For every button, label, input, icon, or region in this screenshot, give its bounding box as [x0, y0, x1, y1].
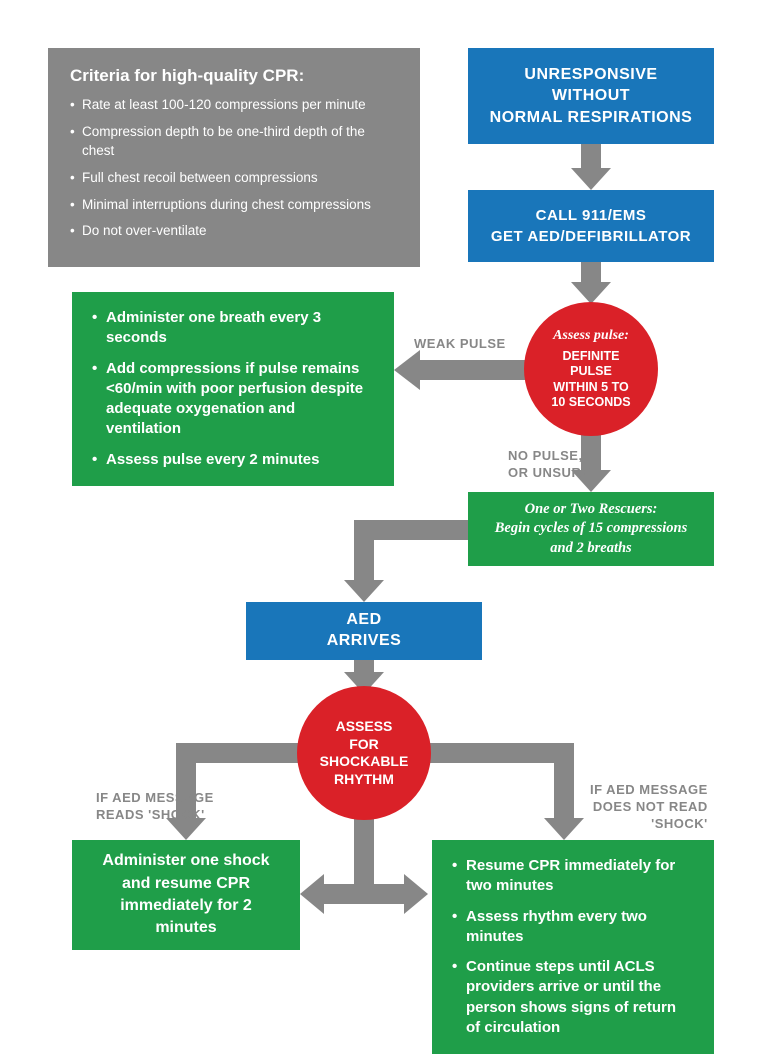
noshock-item: Assess rhythm every two minutes — [452, 907, 694, 948]
label-line: IF AED MESSAGE — [590, 782, 708, 799]
pulse-heading: Assess pulse: — [553, 327, 629, 345]
call911-line: GET AED/DEFIBRILLATOR — [491, 226, 691, 247]
call911-line: CALL 911/EMS — [536, 205, 647, 226]
aed-line: AED — [346, 610, 381, 631]
label-line: NO PULSE, — [508, 448, 591, 465]
assess-pulse-circle: Assess pulse: DEFINITE PULSE WITHIN 5 TO… — [524, 302, 658, 436]
label-if-noshock: IF AED MESSAGE DOES NOT READ 'SHOCK' — [590, 782, 708, 833]
label-line: READS 'SHOCK' — [96, 807, 214, 824]
cycles-body: Begin cycles of 15 compressions and 2 br… — [482, 519, 700, 558]
aed-arrives-box: AED ARRIVES — [246, 602, 482, 660]
label-line: 'SHOCK' — [590, 816, 708, 833]
weak-item: Assess pulse every 2 minutes — [92, 450, 374, 470]
pulse-line: WITHIN 5 TO — [553, 380, 628, 396]
criteria-item: Compression depth to be one-third depth … — [70, 123, 398, 161]
weak-list: Administer one breath every 3 seconds Ad… — [92, 308, 374, 470]
criteria-title: Criteria for high-quality CPR: — [70, 66, 398, 86]
noshock-list: Resume CPR immediately for two minutes A… — [452, 856, 694, 1038]
arrow-assess-noshock — [424, 743, 584, 840]
assess-line: SHOCKABLE — [320, 753, 409, 771]
criteria-item: Full chest recoil between compressions — [70, 169, 398, 188]
shock-text: Administer one shock and resume CPR imme… — [92, 850, 280, 940]
assess-rhythm-circle: ASSESS FOR SHOCKABLE RHYTHM — [297, 686, 431, 820]
label-if-shock: IF AED MESSAGE READS 'SHOCK' — [96, 790, 214, 824]
aed-line: ARRIVES — [327, 631, 402, 652]
arrow-pulse-weak — [394, 350, 526, 390]
criteria-item: Do not over-ventilate — [70, 222, 398, 241]
arrow-cycles-aed — [344, 520, 470, 602]
arrow-unresp-call911 — [571, 144, 611, 190]
noshock-item: Resume CPR immediately for two minutes — [452, 856, 694, 897]
unresp-line: WITHOUT — [552, 85, 630, 107]
criteria-list: Rate at least 100-120 compressions per m… — [70, 96, 398, 241]
pulse-line: 10 SECONDS — [551, 395, 630, 411]
cycles-heading: One or Two Rescuers: — [482, 500, 700, 520]
criteria-box: Criteria for high-quality CPR: Rate at l… — [48, 48, 420, 267]
label-line: IF AED MESSAGE — [96, 790, 214, 807]
arrow-call911-pulse — [571, 262, 611, 304]
pulse-line: PULSE — [570, 364, 612, 380]
weak-item: Add compressions if pulse remains <60/mi… — [92, 359, 374, 440]
assess-line: FOR — [349, 736, 379, 754]
weak-pulse-box: Administer one breath every 3 seconds Ad… — [72, 292, 394, 486]
label-no-pulse: NO PULSE, OR UNSURE — [508, 448, 591, 482]
criteria-item: Rate at least 100-120 compressions per m… — [70, 96, 398, 115]
criteria-item: Minimal interruptions during chest compr… — [70, 196, 398, 215]
pulse-line: DEFINITE — [563, 349, 620, 365]
arrow-bottom-bidir — [300, 816, 428, 914]
shock-box: Administer one shock and resume CPR imme… — [72, 840, 300, 950]
assess-line: RHYTHM — [334, 771, 394, 789]
weak-item: Administer one breath every 3 seconds — [92, 308, 374, 349]
label-weak-pulse: WEAK PULSE — [414, 336, 506, 353]
call911-box: CALL 911/EMS GET AED/DEFIBRILLATOR — [468, 190, 714, 262]
noshock-item: Continue steps until ACLS providers arri… — [452, 957, 694, 1038]
unresp-line: NORMAL RESPIRATIONS — [490, 107, 693, 129]
assess-line: ASSESS — [336, 718, 393, 736]
label-line: DOES NOT READ — [590, 799, 708, 816]
label-line: OR UNSURE — [508, 465, 591, 482]
cycles-box: One or Two Rescuers: Begin cycles of 15 … — [468, 492, 714, 566]
noshock-box: Resume CPR immediately for two minutes A… — [432, 840, 714, 1054]
unresp-line: UNRESPONSIVE — [524, 64, 657, 86]
unresponsive-box: UNRESPONSIVE WITHOUT NORMAL RESPIRATIONS — [468, 48, 714, 144]
